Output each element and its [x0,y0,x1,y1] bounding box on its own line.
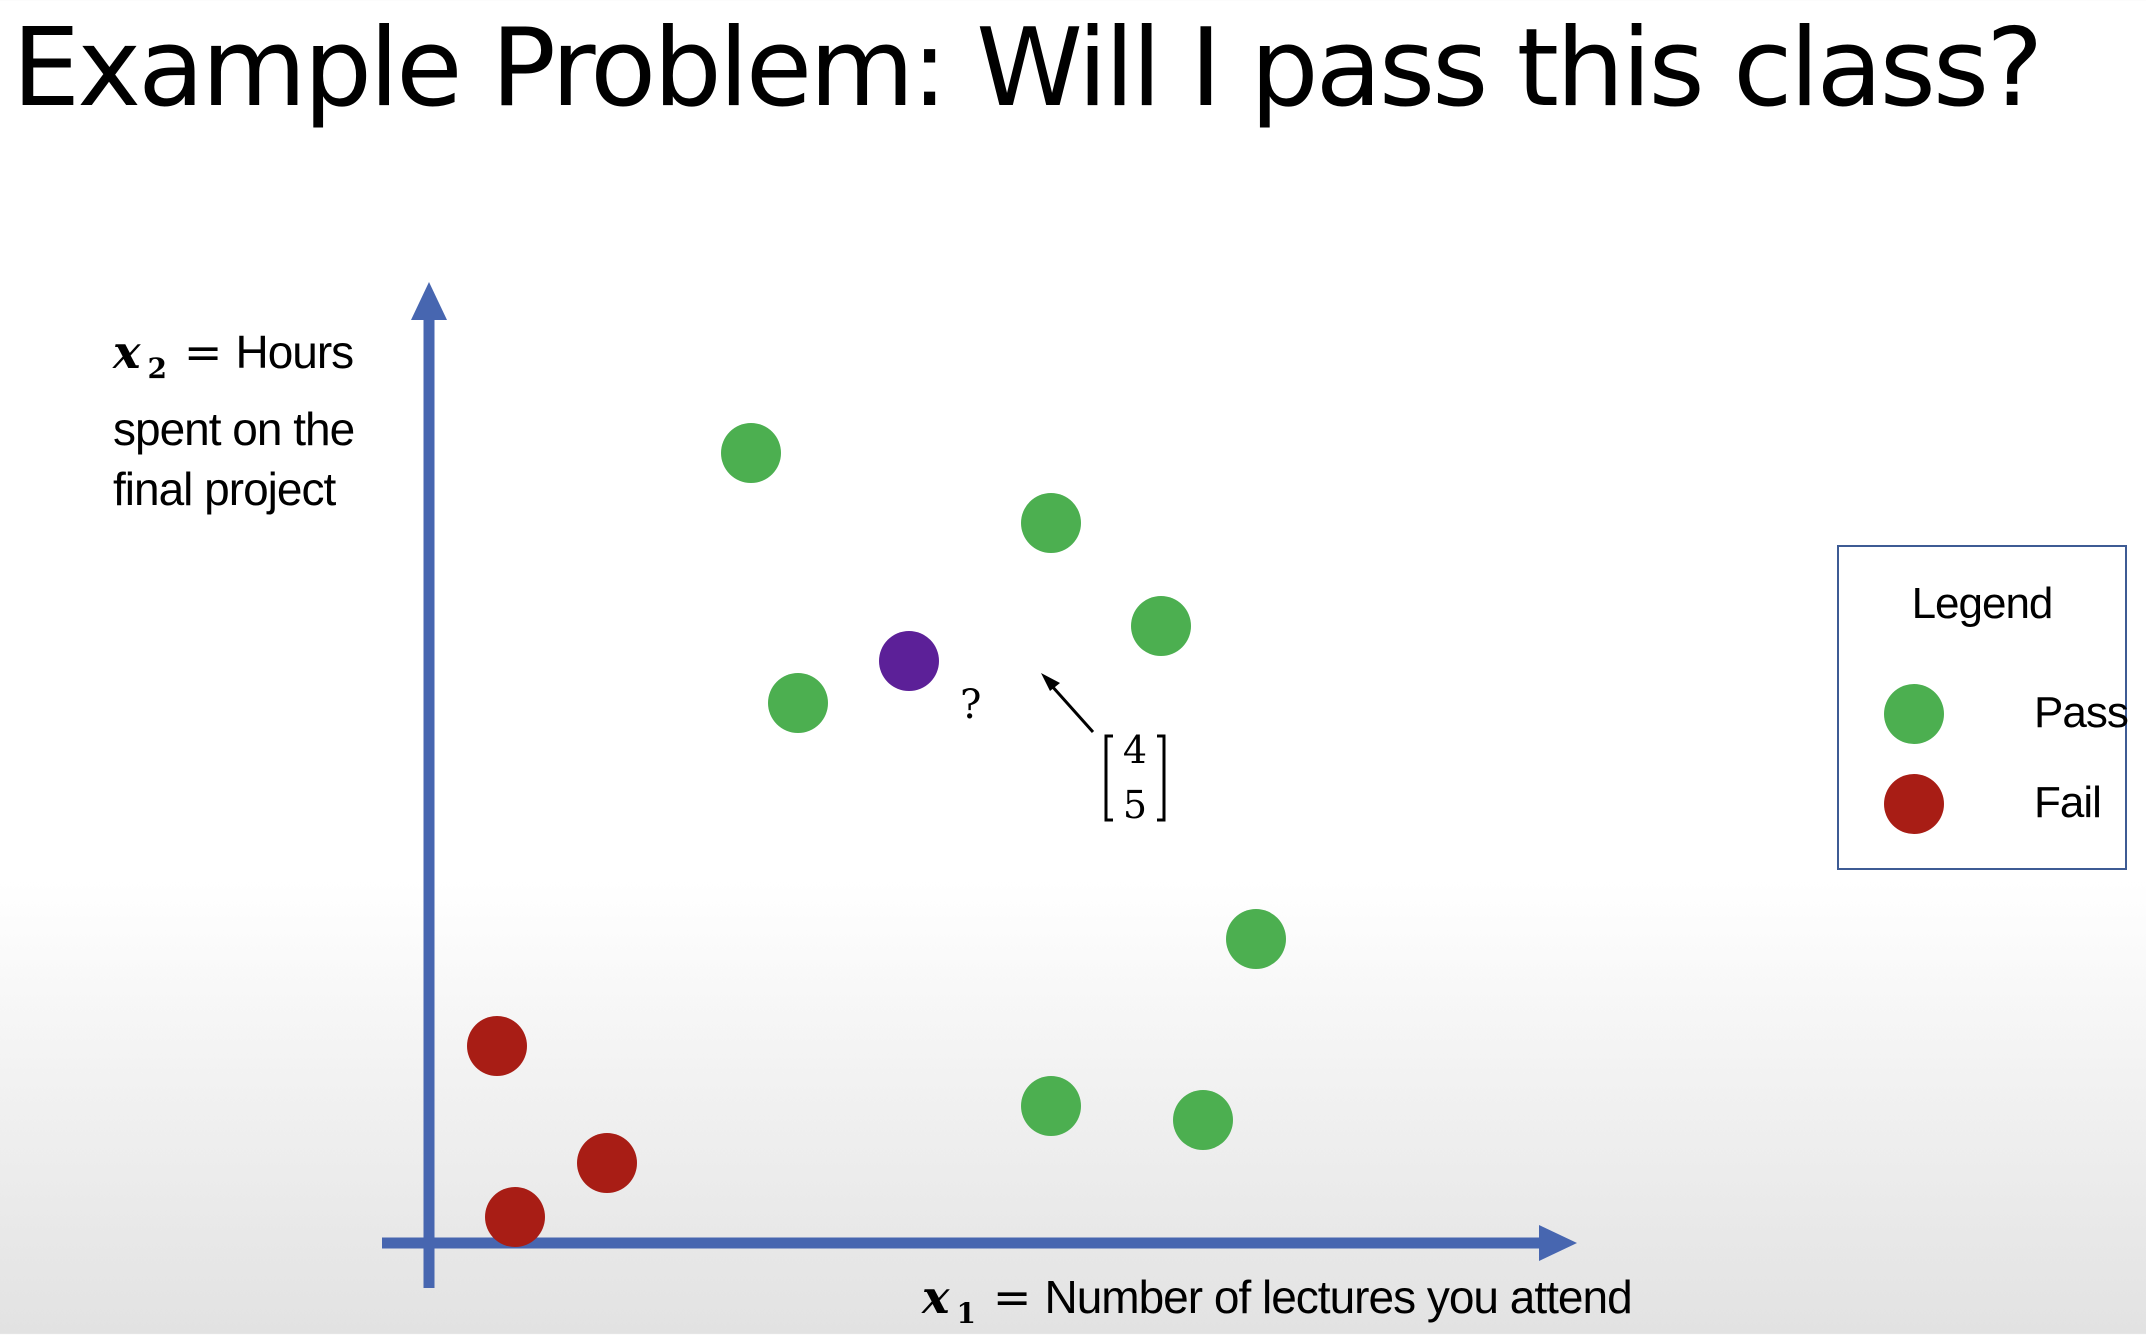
pass-point-7 [1173,1090,1233,1150]
annotation-arrow-line [1049,684,1095,733]
y-axis-arrowhead [411,282,447,320]
y-axis-label-line1: Hours [235,326,354,378]
legend-title: Legend [1911,579,2054,628]
fail-point-1 [467,1016,527,1076]
fail-point-2 [577,1133,637,1193]
x-axis-label-text: Number of lectures you attend [1044,1271,1632,1323]
fail-point-3 [485,1187,545,1247]
y-axis-subscript: 2 [147,352,167,385]
x-axis-label: x 1 = Number of lectures you attend [922,1267,1633,1344]
legend-item-fail: Fail [1884,774,2114,834]
query-question-mark: ? [960,682,981,728]
vector-bottom-value: 5 [1123,783,1147,827]
annotation-arrowhead [1041,673,1060,691]
x-axis-subscript: 1 [956,1297,976,1330]
pass-point-2 [768,673,828,733]
query-point-1 [879,631,939,691]
y-axis-label-line3: final project [113,463,336,515]
y-axis-label: x 2 = Hours spent on the final project [113,322,355,519]
legend-label-pass: Pass [2034,688,2129,737]
pass-point-5 [1226,909,1286,969]
pass-point-1 [721,423,781,483]
x-axis-variable: x [922,1270,949,1324]
legend-item-pass: Pass [1884,684,2129,744]
pass-point-3 [1021,493,1081,553]
pass-point-4 [1131,596,1191,656]
data-points [467,423,1286,1247]
query-annotation: ? 4 5 [960,673,1166,827]
vector-top-value: 4 [1123,728,1147,772]
slide-title: Example Problem: Will I pass this class? [12,6,2044,131]
pass-point-6 [1021,1076,1081,1136]
x-axis-arrowhead [1539,1225,1577,1261]
y-axis-variable: x [113,325,140,379]
y-axis-label-line2: spent on the [113,403,355,455]
y-axis-equals: = [183,325,223,379]
legend-swatch-pass [1884,684,1944,744]
legend-swatch-fail [1884,774,1944,834]
legend-label-fail: Fail [2034,778,2102,827]
axes [382,282,1577,1288]
x-axis-equals: = [992,1270,1032,1324]
legend: Legend Pass Fail [1837,545,2129,870]
vector-bracket [1104,734,1166,822]
